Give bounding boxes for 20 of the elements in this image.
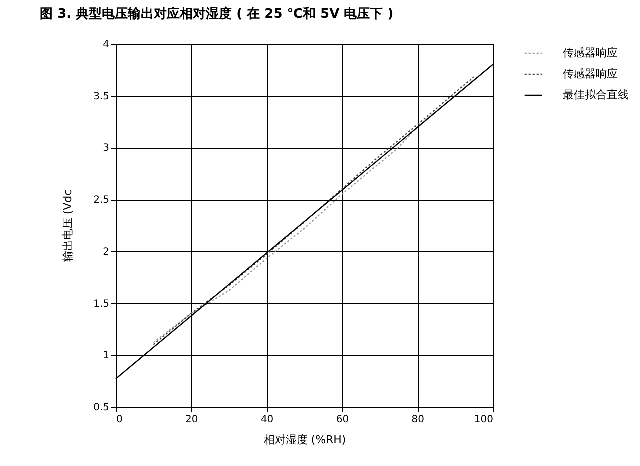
y-tick-label: 0.5 — [94, 402, 110, 414]
y-axis-title: 输出电压 (Vdc — [62, 190, 75, 262]
x-tick-label: 80 — [412, 414, 424, 426]
legend-label: 传感器响应 — [563, 46, 618, 60]
x-tick-label: 100 — [474, 414, 494, 426]
x-tick-label: 40 — [260, 414, 274, 426]
x-axis-title: 相对湿度 (%RH) — [264, 434, 346, 446]
y-tick-label: 2.5 — [94, 195, 110, 206]
y-tick-label: 4 — [103, 40, 110, 50]
legend-label: 传感器响应 — [563, 68, 618, 80]
y-tick-label: 1.5 — [94, 298, 110, 310]
y-tick-label: 2 — [103, 246, 110, 258]
chart-title: 图 3. 典型电压输出对应相对湿度 ( 在 25 ℃和 5V 电压下 ) — [40, 6, 394, 22]
y-tick-label: 3.5 — [94, 91, 110, 102]
legend-label: 最佳拟合直线 — [563, 88, 629, 102]
x-tick-label: 60 — [336, 414, 350, 426]
y-tick-label: 1 — [103, 350, 110, 362]
x-tick-label: 0 — [116, 414, 123, 426]
y-tick-label: 3 — [103, 143, 110, 154]
x-tick-label: 20 — [186, 414, 198, 426]
